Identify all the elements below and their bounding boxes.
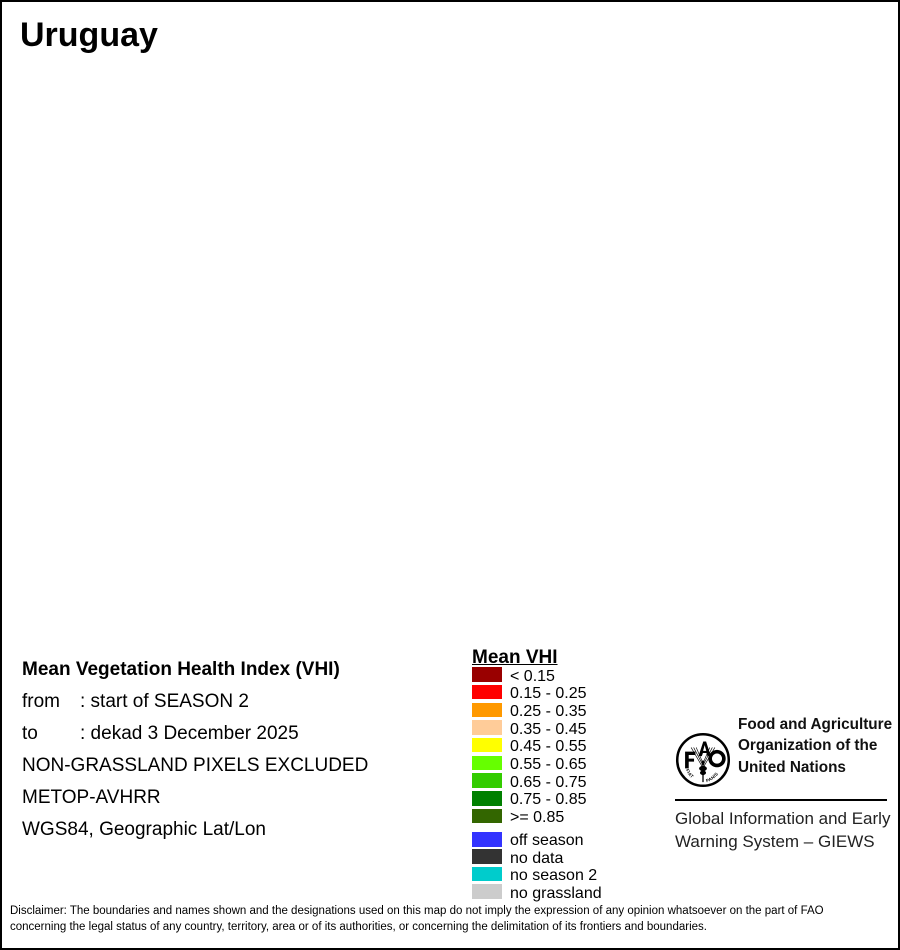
- svg-text:FIAT: FIAT: [685, 768, 695, 779]
